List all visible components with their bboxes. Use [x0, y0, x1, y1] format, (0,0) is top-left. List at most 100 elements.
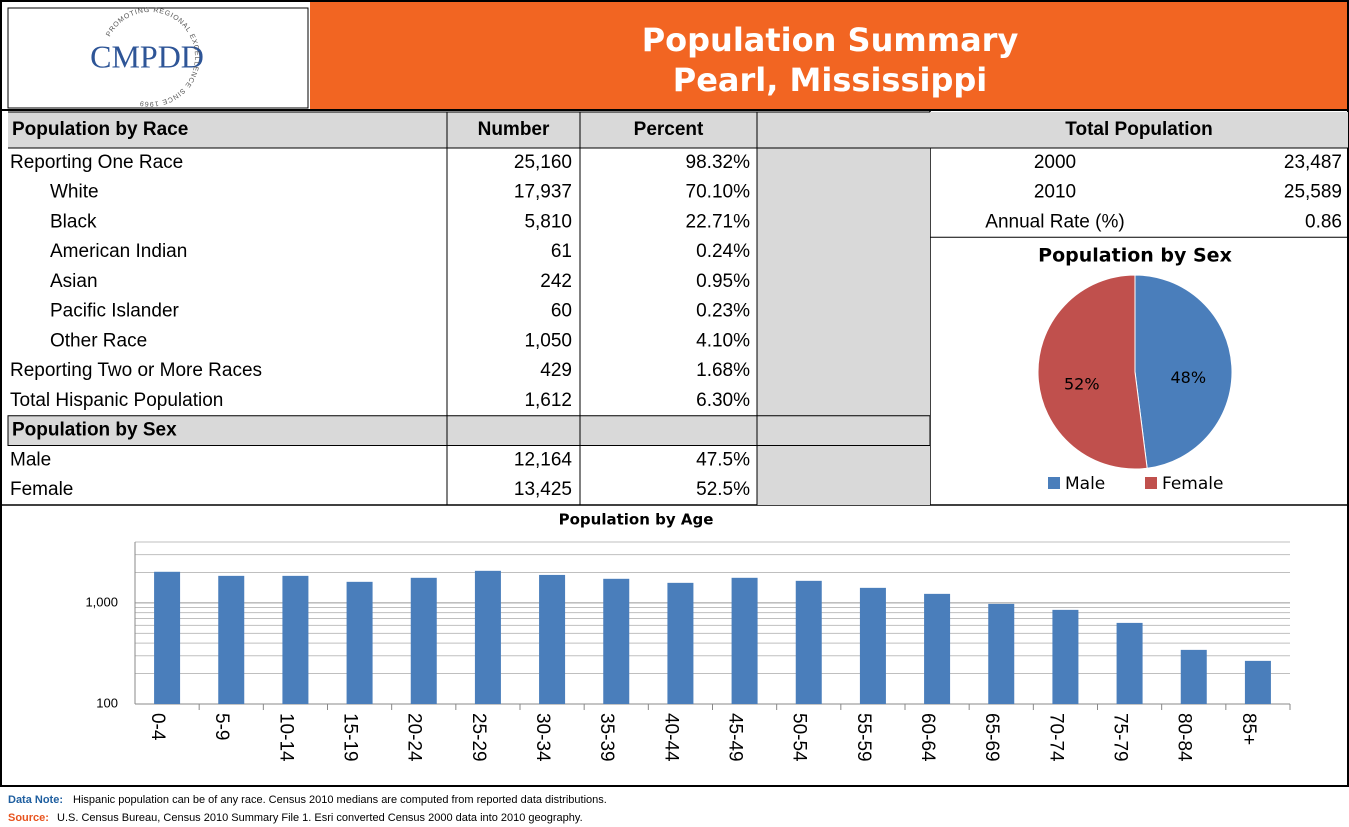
bar: [795, 580, 822, 704]
bar: [924, 593, 951, 704]
population: 25,589: [1284, 182, 1342, 203]
bar: [988, 603, 1015, 704]
title-banner: [310, 1, 1348, 110]
row-label: American Indian: [50, 241, 187, 262]
row-label: Asian: [50, 271, 98, 292]
year-label: 2010: [1034, 182, 1076, 203]
x-tick-label: 75-79: [1110, 713, 1131, 762]
bar: [667, 582, 694, 704]
percent: 6.30%: [696, 390, 750, 411]
chart-title: Population by Age: [559, 511, 714, 529]
x-tick-label: 10-14: [275, 713, 296, 762]
source-label: Source:: [8, 812, 49, 824]
percent: 1.68%: [696, 360, 750, 381]
x-tick-label: 85+: [1238, 713, 1259, 745]
section-header: [7, 415, 931, 446]
percent: 4.10%: [696, 330, 750, 351]
year-label: 2000: [1034, 152, 1076, 173]
number: 429: [540, 360, 572, 381]
number: 1,050: [524, 330, 572, 351]
data-note: Hispanic population can be of any race. …: [73, 794, 607, 806]
number: 12,164: [514, 449, 573, 470]
percent: 0.95%: [696, 271, 750, 292]
x-tick-label: 35-39: [596, 713, 617, 762]
y-tick-label: 1,000: [85, 594, 118, 609]
number: 1,612: [524, 390, 572, 411]
logo-box: [7, 7, 309, 109]
row-label: Other Race: [50, 330, 147, 351]
number: 5,810: [524, 211, 572, 232]
panel-title: Total Population: [1065, 119, 1212, 140]
percent: 0.24%: [696, 241, 750, 262]
number: 61: [551, 241, 572, 262]
pie-slice: [1037, 274, 1148, 470]
percent: 47.5%: [696, 449, 750, 470]
number: 60: [551, 301, 572, 322]
gray-column: [757, 112, 930, 505]
x-tick-label: 30-34: [532, 713, 553, 762]
slice-label: 52%: [1064, 375, 1100, 394]
percent: 98.32%: [686, 152, 751, 173]
number: 13,425: [514, 479, 572, 500]
x-tick-label: 0-4: [147, 713, 168, 741]
number: 17,937: [514, 182, 572, 203]
percent: 22.71%: [686, 211, 751, 232]
row-label: Reporting One Race: [10, 152, 183, 173]
chart-title: Population by Sex: [1038, 245, 1232, 267]
percent: 0.23%: [696, 301, 750, 322]
percent: 52.5%: [696, 479, 750, 500]
x-tick-label: 5-9: [211, 713, 232, 740]
bar: [1180, 649, 1207, 704]
row-label: Female: [10, 479, 73, 500]
row-label: Black: [50, 211, 97, 232]
x-tick-label: 70-74: [1045, 713, 1066, 762]
column-header: Number: [478, 119, 550, 140]
legend-swatch: [1048, 477, 1060, 489]
number: 242: [540, 271, 572, 292]
x-tick-label: 15-19: [340, 713, 361, 762]
population: 23,487: [1284, 152, 1342, 173]
x-tick-label: 40-44: [660, 713, 681, 762]
row-label: Pacific Islander: [50, 301, 180, 322]
bar: [1244, 660, 1271, 704]
x-tick-label: 65-69: [981, 713, 1002, 762]
header-row: [930, 112, 1348, 148]
frame: [0, 0, 1349, 787]
bar: [859, 587, 886, 704]
row-label: Total Hispanic Population: [10, 390, 223, 411]
number: 25,160: [514, 152, 572, 173]
section-title: Population by Sex: [12, 420, 177, 441]
row-label: White: [50, 182, 99, 203]
x-tick-label: 55-59: [853, 713, 874, 762]
x-tick-label: 20-24: [404, 713, 425, 762]
table-title: Population by Race: [12, 119, 188, 140]
row-label: Reporting Two or More Races: [10, 360, 262, 381]
bar: [539, 574, 566, 704]
bar: [1116, 622, 1143, 704]
data-note-label: Data Note:: [8, 794, 63, 806]
percent: 70.10%: [686, 182, 751, 203]
legend-swatch: [1145, 477, 1157, 489]
source: U.S. Census Bureau, Census 2010 Summary …: [57, 812, 583, 824]
slice-label: 48%: [1170, 368, 1206, 387]
logo: CMPDD: [90, 38, 204, 74]
x-tick-label: 80-84: [1174, 713, 1195, 762]
pie-slice: [1134, 274, 1233, 469]
population: 0.86: [1305, 211, 1342, 232]
x-tick-label: 45-49: [725, 713, 746, 762]
subtitle: Pearl, Mississippi: [673, 61, 988, 99]
year-label: Annual Rate (%): [985, 211, 1124, 232]
legend-label: Male: [1065, 474, 1105, 494]
x-tick-label: 25-29: [468, 713, 489, 762]
bar: [154, 571, 181, 704]
title: Population Summary: [642, 21, 1019, 59]
bar: [731, 577, 758, 704]
x-tick-label: 50-54: [789, 713, 810, 762]
column-header: Percent: [634, 119, 704, 140]
bar: [346, 581, 373, 704]
x-tick-label: 60-64: [917, 713, 938, 762]
bar: [282, 575, 309, 704]
row-label: Male: [10, 449, 51, 470]
bar: [603, 578, 630, 704]
